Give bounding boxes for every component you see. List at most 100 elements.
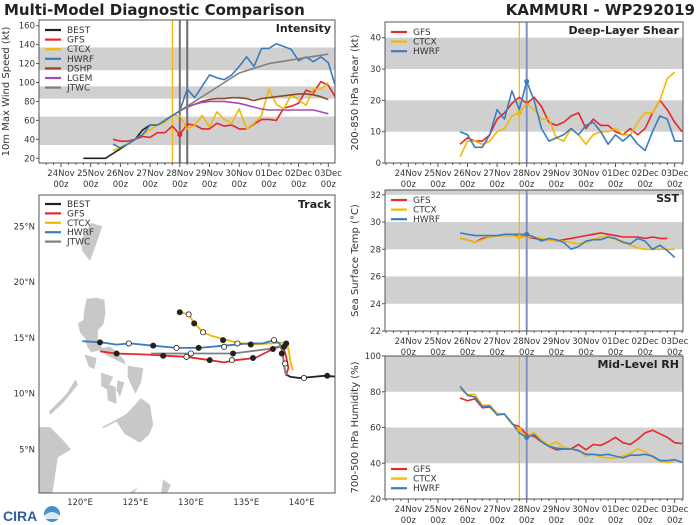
xtick-hour: 00z: [578, 516, 594, 525]
track-jtwc-position-marker: [187, 350, 194, 357]
xtick-date: 24Nov: [395, 169, 422, 179]
intensity-xtick-label: 26Nov 00z: [107, 169, 134, 190]
rh-xtick-label: 25Nov 00z: [424, 505, 451, 525]
intensity-series-jtwc: [179, 53, 329, 112]
track-hwrf-position-marker: [173, 344, 180, 351]
xtick-hour: 00z: [667, 180, 683, 190]
rh-legend-label: HWRF: [413, 484, 440, 494]
track-lat-label: 5°N: [19, 445, 35, 455]
track-jtwc-position-marker: [230, 350, 237, 357]
xtick-hour: 00z: [489, 516, 505, 525]
xtick-date: 30Nov: [572, 337, 599, 347]
xtick-date: 30Nov: [572, 169, 599, 179]
xtick-hour: 00z: [430, 516, 446, 525]
rh-shaded-band: [385, 356, 683, 392]
sst-series-hwrf: [459, 232, 676, 258]
rh-ylabel: 700-500 hPa Humidity (%): [350, 361, 361, 493]
shear-xtick-label: 25Nov 00z: [424, 169, 451, 190]
rh-highlight-point: [516, 426, 522, 432]
xtick-hour: 00z: [667, 348, 683, 358]
sst-highlight-point: [524, 231, 530, 237]
rh-title: Mid-Level RH: [597, 358, 679, 371]
rh-highlight-point: [524, 434, 530, 440]
xtick-date: 27Nov: [483, 337, 510, 347]
xtick-hour: 00z: [549, 180, 565, 190]
track-lat-label: 20°N: [14, 278, 35, 288]
sst-xtick-label: 29Nov 00z: [543, 337, 570, 358]
xtick-date: 24Nov: [395, 337, 422, 347]
track-hwrf-position-marker: [195, 344, 202, 351]
xtick-hour: 00z: [83, 180, 99, 190]
intensity-ytick-label: 140: [19, 41, 35, 51]
shear-ytick-label: 20: [370, 96, 381, 106]
shear-shaded-band: [385, 100, 683, 132]
rh-ytick-label: 20: [370, 495, 381, 505]
track-gfs-position-marker: [249, 354, 256, 361]
rh-ytick-label: 60: [370, 424, 381, 434]
sst-xtick-label: 25Nov 00z: [424, 337, 451, 358]
intensity-ytick-label: 60: [24, 116, 35, 126]
sst-ytick-label: 24: [370, 300, 381, 310]
land-mass: [39, 427, 72, 493]
intensity-legend-label: HWRF: [67, 55, 94, 65]
shear-series-gfs: [459, 96, 683, 145]
intensity-xtick-label: 30Nov 00z: [225, 169, 252, 190]
shear-xtick-label: 28Nov 00z: [513, 169, 540, 190]
rh-xtick-label: 02Dec 00z: [631, 505, 659, 525]
xtick-hour: 00z: [113, 180, 129, 190]
xtick-date: 03Dec: [661, 505, 689, 515]
xtick-date: 26Nov: [107, 169, 134, 179]
xtick-hour: 00z: [637, 348, 653, 358]
xtick-hour: 00z: [667, 516, 683, 525]
sst-legend-label: GFS: [413, 196, 431, 206]
land-mass: [101, 372, 114, 390]
xtick-hour: 00z: [608, 348, 624, 358]
shear-ytick-label: 10: [370, 128, 381, 138]
xtick-date: 02Dec: [631, 169, 659, 179]
sst-ytick-label: 28: [370, 245, 381, 255]
intensity-series-hwrf: [112, 42, 335, 149]
xtick-hour: 00z: [637, 180, 653, 190]
intensity-legend-label: DSHP: [67, 64, 92, 74]
figure-title: Multi-Model Diagnostic Comparison: [4, 1, 305, 19]
rh-xtick-label: 30Nov 00z: [572, 505, 599, 525]
xtick-date: 28Nov: [513, 337, 540, 347]
sst-xtick-label: 24Nov 00z: [395, 337, 422, 358]
shear-xtick-label: 01Dec 00z: [602, 169, 630, 190]
xtick-date: 26Nov: [454, 505, 481, 515]
xtick-hour: 00z: [578, 348, 594, 358]
xtick-hour: 00z: [460, 180, 476, 190]
track-legend-label: HWRF: [67, 228, 94, 238]
xtick-hour: 00z: [401, 348, 417, 358]
xtick-hour: 00z: [202, 180, 218, 190]
xtick-hour: 00z: [608, 516, 624, 525]
intensity-xtick-label: 28Nov 00z: [166, 169, 193, 190]
xtick-date: 03Dec: [661, 337, 689, 347]
xtick-hour: 00z: [519, 180, 535, 190]
xtick-date: 29Nov: [543, 337, 570, 347]
xtick-date: 30Nov: [572, 505, 599, 515]
intensity-xtick-label: 27Nov 00z: [136, 169, 163, 190]
sst-shaded-band: [385, 276, 683, 304]
shear-xtick-label: 02Dec 00z: [631, 169, 659, 190]
shear-shaded-band: [385, 37, 683, 69]
xtick-date: 28Nov: [513, 169, 540, 179]
xtick-date: 28Nov: [166, 169, 193, 179]
shear-title: Deep-Layer Shear: [568, 24, 679, 37]
rh-xtick-label: 26Nov 00z: [454, 505, 481, 525]
shear-legend-label: HWRF: [413, 47, 440, 57]
shear-legend-label: CTCX: [413, 38, 437, 48]
xtick-hour: 00z: [549, 516, 565, 525]
track-lon-label: 140°E: [289, 498, 315, 508]
xtick-date: 25Nov: [424, 169, 451, 179]
intensity-title: Intensity: [276, 22, 331, 35]
track-ctcx-position-marker: [185, 311, 192, 318]
track-lon-label: 125°E: [123, 498, 149, 508]
sst-xtick-label: 02Dec 00z: [631, 337, 659, 358]
intensity-ytick-label: 80: [24, 97, 35, 107]
xtick-date: 28Nov: [513, 505, 540, 515]
xtick-hour: 00z: [142, 180, 158, 190]
track-jtwc-position-marker: [282, 360, 289, 367]
track-gfs-position-marker: [183, 353, 190, 360]
